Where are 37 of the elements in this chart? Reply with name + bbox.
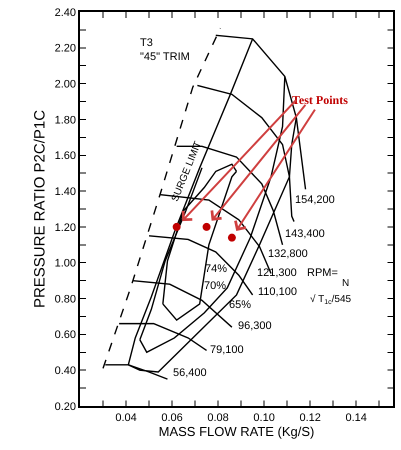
annotation: RPM=: [307, 267, 338, 279]
annotation: Test Points: [292, 93, 348, 107]
x-axis-title: MASS FLOW RATE (Kg/S): [158, 424, 314, 440]
annotation: 154,200: [295, 194, 335, 206]
y-tick-label: 0.80: [54, 293, 76, 306]
x-tick-label: 0.06: [161, 412, 183, 424]
x-tick-label: 0.10: [253, 412, 275, 424]
annotation: 132,800: [268, 248, 308, 260]
annotation: T3: [140, 37, 153, 49]
y-tick-label: 2.40: [54, 6, 76, 19]
y-tick-label: 0.20: [54, 400, 76, 413]
annotation: 56,400: [173, 367, 207, 379]
y-tick-label: 1.00: [54, 258, 76, 270]
annotation: 79,100: [210, 344, 244, 356]
x-tick-label: 0.04: [115, 412, 137, 424]
annotation: 121,300: [257, 267, 297, 279]
x-tick-label: 0.14: [345, 412, 367, 424]
y-tick-label: 0.40: [54, 365, 76, 378]
y-tick-label: 1.60: [54, 150, 76, 162]
annotation: 74%: [205, 263, 228, 275]
x-tick-label: 0.08: [207, 412, 229, 424]
y-tick-label: 2.20: [54, 42, 76, 55]
annotation: "45" TRIM: [140, 51, 190, 63]
annotation: 70%: [204, 280, 226, 292]
annotation: 110,100: [258, 286, 297, 298]
annotation: 143,400: [285, 228, 325, 240]
y-tick-label: 0.60: [54, 329, 76, 342]
y-tick-label: 2.00: [54, 78, 76, 90]
x-tick-label: 0.12: [299, 412, 321, 424]
annotation: N: [342, 278, 350, 289]
y-tick-label: 1.80: [54, 114, 76, 126]
y-tick-label: 1.20: [54, 222, 76, 234]
annotation: 96,300: [238, 320, 272, 332]
annotation: √ T$_{1c}$/545: [310, 294, 352, 306]
annotation: 65%: [229, 299, 252, 311]
y-tick-label: 1.40: [54, 186, 76, 198]
y-axis-title: PRESSURE RATIO P2C/P1C: [31, 110, 48, 308]
